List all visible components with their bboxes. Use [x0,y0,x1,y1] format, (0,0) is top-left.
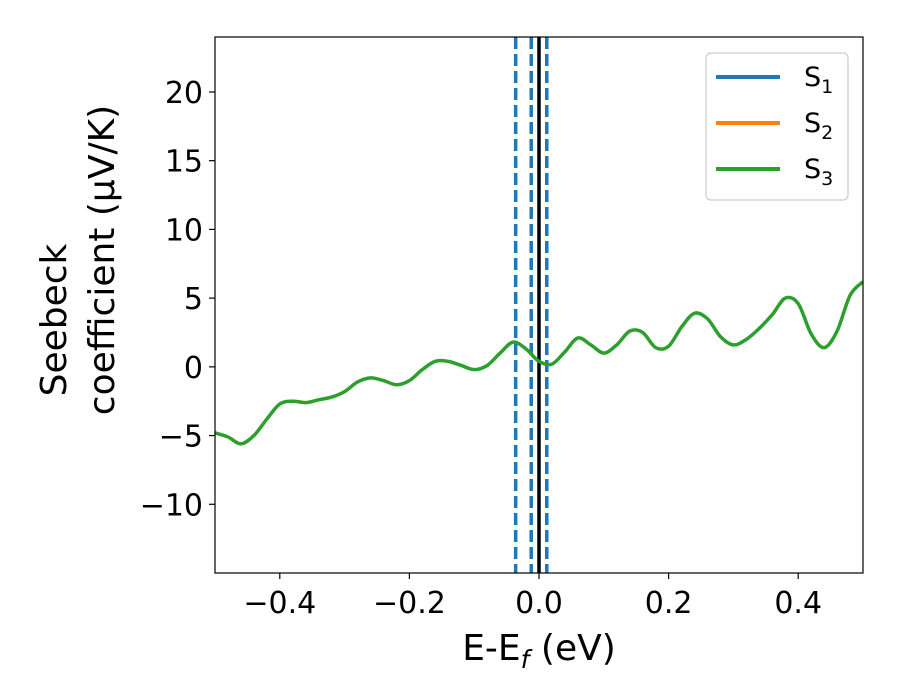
y-tick-label: 5 [184,282,203,317]
legend-label-S1: S1 [804,62,833,98]
y-tick-label: 10 [165,213,203,248]
x-tick-label: 0.2 [645,586,693,621]
y-tick-label: 15 [165,145,203,180]
y-tick-label: −5 [159,420,203,455]
x-tick-label: −0.2 [373,586,446,621]
x-axis-title: E-Ef (eV) [462,628,616,674]
y-axis-title-line1: Seebeck [34,243,75,396]
legend-label-S3: S3 [804,154,833,190]
legend-box [705,52,849,201]
y-tick-label: −10 [140,488,203,523]
legend-label-S2: S2 [804,108,833,144]
x-tick-label: −0.4 [243,586,316,621]
y-tick-label: 0 [184,351,203,386]
x-tick-label: 0.0 [515,586,563,621]
x-tick-label: 0.4 [774,586,822,621]
y-tick-label: 20 [165,76,203,111]
y-axis-title-line2: coefficient (μV/K) [82,105,123,415]
series-line-S3 [215,280,863,446]
